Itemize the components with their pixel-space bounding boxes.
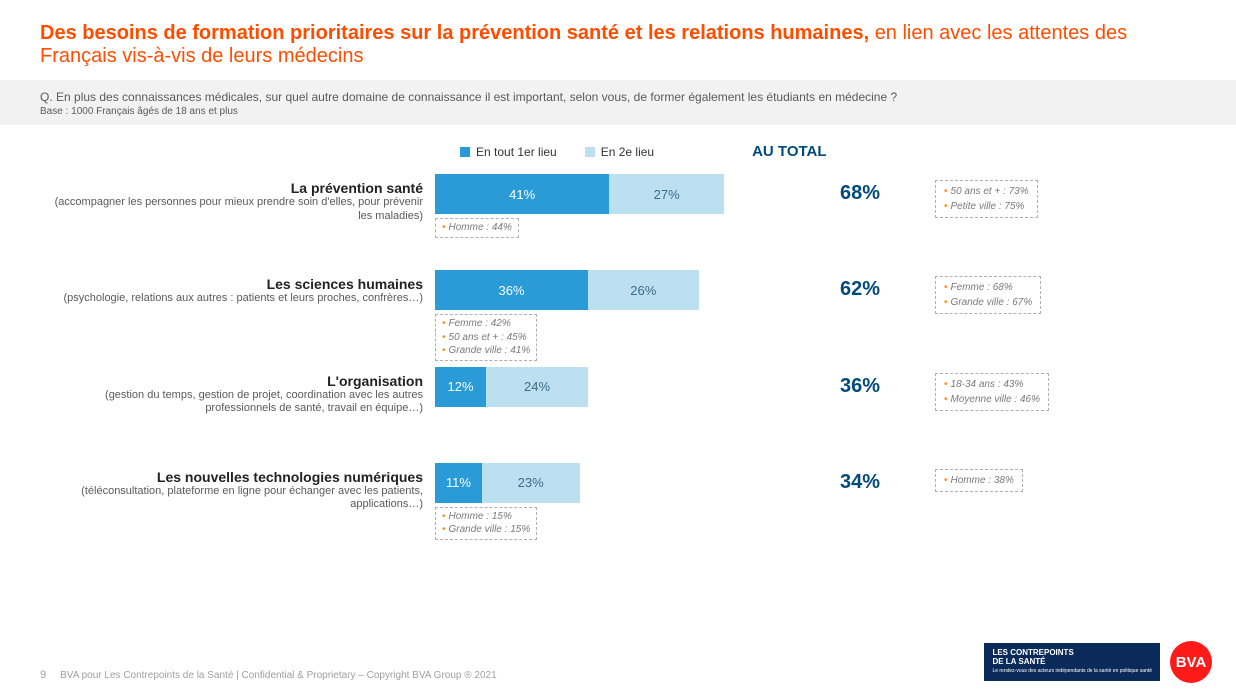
under-note: •Homme : 44%: [435, 218, 519, 238]
bar-column: 11%23% •Homme : 15%•Grande ville : 15%: [435, 463, 775, 540]
chart-row: Les nouvelles technologies numériques(té…: [40, 463, 1196, 553]
total-header: AU TOTAL: [752, 143, 826, 160]
total-value: 34%: [805, 463, 915, 494]
under-note: •Femme : 42%•50 ans et + : 45%•Grande vi…: [435, 314, 537, 361]
base-text: Base : 1000 Français âgés de 18 ans et p…: [40, 106, 1196, 117]
total-value: 68%: [805, 174, 915, 205]
row-desc: (téléconsultation, plateforme en ligne p…: [40, 485, 423, 513]
swatch-series1: [460, 147, 470, 157]
row-label: Les sciences humaines(psychologie, relat…: [40, 270, 435, 306]
side-note-wrap: •50 ans et + : 73%•Petite ville : 75%: [915, 174, 1038, 218]
chart-row: La prévention santé(accompagner les pers…: [40, 174, 1196, 264]
legend-item-2: En 2e lieu: [585, 145, 654, 159]
legend-row: En tout 1er lieu En 2e lieu AU TOTAL: [460, 143, 1196, 160]
chart-area: En tout 1er lieu En 2e lieu AU TOTAL La …: [0, 125, 1236, 553]
row-title: La prévention santé: [40, 180, 423, 196]
bar-seg-1: 11%: [435, 463, 482, 503]
row-title: Les nouvelles technologies numériques: [40, 469, 423, 485]
side-note: •50 ans et + : 73%•Petite ville : 75%: [935, 180, 1038, 218]
legend-label-1: En tout 1er lieu: [476, 145, 557, 159]
row-desc: (gestion du temps, gestion de projet, co…: [40, 389, 423, 417]
bar-seg-1: 12%: [435, 367, 486, 407]
row-label: L'organisation(gestion du temps, gestion…: [40, 367, 435, 417]
side-note: •Femme : 68%•Grande ville : 67%: [935, 276, 1041, 314]
bar-seg-1: 36%: [435, 270, 588, 310]
swatch-series2: [585, 147, 595, 157]
chart-row: L'organisation(gestion du temps, gestion…: [40, 367, 1196, 457]
total-value: 36%: [805, 367, 915, 398]
bar-column: 41%27% •Homme : 44%: [435, 174, 775, 238]
bar-stack: 41%27%: [435, 174, 775, 214]
title-main: Des besoins de formation prioritaires su…: [40, 22, 875, 44]
bar-seg-2: 24%: [486, 367, 588, 407]
bar-seg-2: 23%: [482, 463, 580, 503]
question-text: Q. En plus des connaissances médicales, …: [40, 90, 1196, 104]
question-body: En plus des connaissances médicales, sur…: [56, 90, 897, 104]
bar-column: 36%26%•Femme : 42%•50 ans et + : 45%•Gra…: [435, 270, 775, 361]
bva-logo: BVA: [1170, 641, 1212, 683]
total-value: 62%: [805, 270, 915, 301]
question-block: Q. En plus des connaissances médicales, …: [0, 80, 1236, 125]
footer: 9 BVA pour Les Contrepoints de la Santé …: [40, 669, 497, 681]
side-note-wrap: •Homme : 38%: [915, 463, 1023, 492]
bar-seg-2: 26%: [588, 270, 699, 310]
chart-rows: La prévention santé(accompagner les pers…: [40, 174, 1196, 553]
bar-seg-1: 41%: [435, 174, 609, 214]
side-note-wrap: •18-34 ans : 43%•Moyenne ville : 46%: [915, 367, 1049, 411]
logos: LES CONTREPOINTS DE LA SANTÉ Le rendez-v…: [984, 641, 1212, 683]
legend-label-2: En 2e lieu: [601, 145, 654, 159]
contrepoints-line2: DE LA SANTÉ: [992, 657, 1045, 666]
bar-stack: 36%26%: [435, 270, 775, 310]
side-note: •18-34 ans : 43%•Moyenne ville : 46%: [935, 373, 1049, 411]
side-note: •Homme : 38%: [935, 469, 1023, 492]
row-title: Les sciences humaines: [40, 276, 423, 292]
row-title: L'organisation: [40, 373, 423, 389]
footer-text: BVA pour Les Contrepoints de la Santé | …: [60, 670, 497, 681]
bar-stack: 11%23%: [435, 463, 775, 503]
bar-seg-2: 27%: [609, 174, 724, 214]
row-label: La prévention santé(accompagner les pers…: [40, 174, 435, 224]
contrepoints-logo: LES CONTREPOINTS DE LA SANTÉ Le rendez-v…: [984, 643, 1160, 680]
bar-stack: 12%24%: [435, 367, 775, 407]
page-number: 9: [40, 669, 46, 681]
under-note: •Homme : 15%•Grande ville : 15%: [435, 507, 537, 540]
question-prefix: Q.: [40, 90, 56, 104]
contrepoints-sub: Le rendez-vous des acteurs indépendants …: [992, 669, 1152, 675]
side-note-wrap: •Femme : 68%•Grande ville : 67%: [915, 270, 1041, 314]
row-desc: (accompagner les personnes pour mieux pr…: [40, 196, 423, 224]
chart-row: Les sciences humaines(psychologie, relat…: [40, 270, 1196, 361]
legend-item-1: En tout 1er lieu: [460, 145, 557, 159]
row-label: Les nouvelles technologies numériques(té…: [40, 463, 435, 513]
row-desc: (psychologie, relations aux autres : pat…: [40, 292, 423, 306]
bar-column: 12%24%: [435, 367, 775, 407]
contrepoints-line1: LES CONTREPOINTS: [992, 648, 1073, 657]
title-block: Des besoins de formation prioritaires su…: [0, 0, 1236, 80]
